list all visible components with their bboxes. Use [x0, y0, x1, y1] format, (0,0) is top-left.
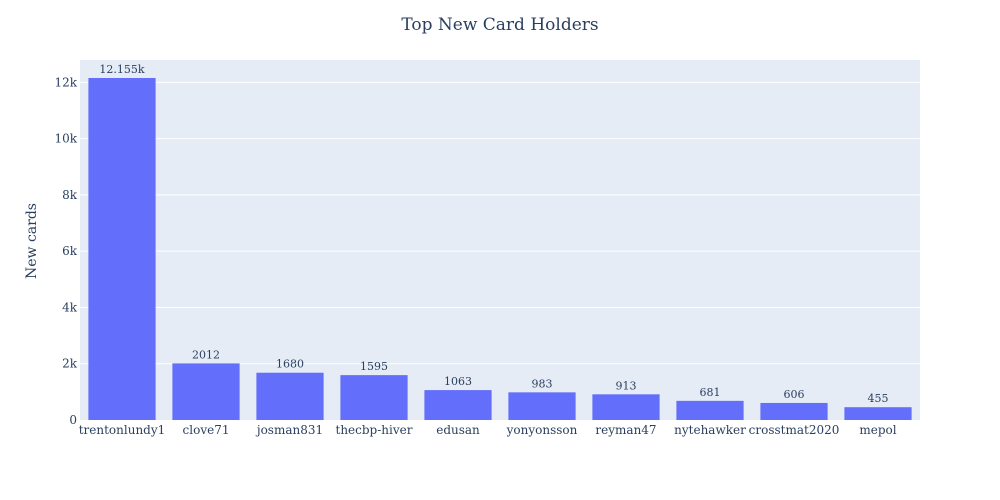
y-tick-label: 12k [54, 75, 77, 89]
bar [844, 407, 912, 420]
bar-value-label: 983 [532, 377, 553, 390]
x-tick-label: yonyonsson [506, 423, 578, 437]
bar-value-label: 455 [868, 392, 889, 405]
bar-value-label: 681 [700, 386, 721, 399]
y-tick-label: 0 [69, 413, 77, 427]
x-tick-label: crosstmat2020 [749, 423, 840, 437]
bar [592, 394, 660, 420]
x-tick-label: trentonlundy1 [79, 423, 166, 437]
bar [508, 392, 576, 420]
bar [88, 78, 156, 421]
bar [424, 390, 492, 420]
x-tick-label: clove71 [183, 423, 230, 437]
chart-title: Top New Card Holders [401, 15, 598, 35]
bars [88, 78, 912, 421]
bar [340, 375, 408, 420]
bar-value-label: 12.155k [99, 63, 144, 76]
y-tick-label: 6k [62, 244, 78, 258]
plot-area [80, 60, 920, 420]
data-labels: 12.155k 2012 1680 1595 1063 983 913 681 606 455 [99, 63, 888, 405]
y-tick-labels: 0 2k 4k 6k 8k 10k 12k [54, 75, 77, 427]
bar-value-label: 1595 [360, 360, 388, 373]
x-tick-label: thecbp-hiver [336, 423, 413, 437]
bar [760, 402, 828, 420]
y-tick-label: 8k [62, 188, 78, 202]
bar [676, 400, 744, 420]
y-axis-title: New cards [24, 203, 40, 279]
x-tick-label: nytehawker [674, 423, 746, 437]
x-tick-label: reyman47 [595, 423, 656, 437]
x-tick-label: josman831 [255, 423, 323, 437]
bar-value-label: 1063 [444, 375, 472, 388]
bar-value-label: 2012 [192, 348, 220, 361]
bar-value-label: 606 [784, 388, 805, 401]
x-tick-label: mepol [859, 423, 896, 437]
bar-value-label: 913 [616, 379, 637, 392]
bar [256, 372, 324, 420]
x-tick-label: edusan [436, 423, 480, 437]
bar-value-label: 1680 [276, 358, 304, 371]
bar [172, 363, 240, 420]
y-tick-label: 2k [62, 357, 78, 371]
y-tick-label: 4k [62, 300, 78, 314]
y-tick-label: 10k [54, 132, 77, 146]
x-tick-labels: trentonlundy1 clove71 josman831 thecbp-hive… [79, 423, 897, 437]
